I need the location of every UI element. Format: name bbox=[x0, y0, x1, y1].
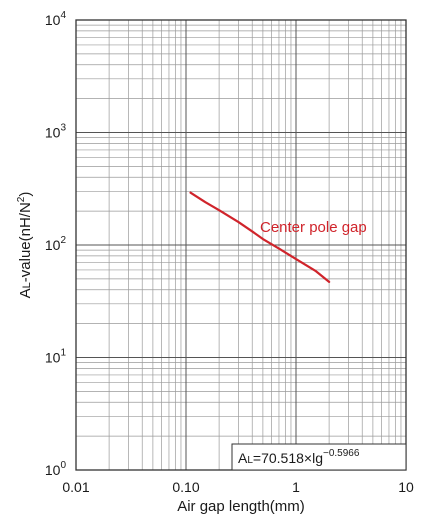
y-axis-label-sup: 2 bbox=[16, 196, 27, 202]
series-line-center-pole-gap bbox=[189, 191, 331, 283]
y-tick-exponent: 2 bbox=[60, 235, 66, 246]
formula-box: AL=70.518×lg−0.5966 bbox=[231, 443, 407, 471]
y-axis-label-close: ) bbox=[17, 192, 34, 197]
formula-box-frame bbox=[231, 443, 407, 471]
y-axis-label-sub: L bbox=[21, 282, 33, 288]
x-tick-label: 0.10 bbox=[172, 479, 199, 495]
y-axis-label-rest: -value(nH/N bbox=[17, 202, 34, 282]
x-tick-label: 0.01 bbox=[62, 479, 89, 495]
formula-sub: L bbox=[247, 455, 253, 466]
y-axis-label: AL-value(nH/N2) bbox=[16, 192, 34, 299]
grid bbox=[76, 20, 406, 470]
y-tick-label: 101 bbox=[45, 348, 67, 366]
formula-main: A bbox=[238, 450, 248, 466]
y-tick-label: 104 bbox=[45, 10, 67, 28]
x-axis-label: Air gap length(mm) bbox=[177, 498, 305, 515]
series-layer bbox=[189, 191, 331, 283]
y-tick-exponent: 3 bbox=[60, 123, 66, 134]
x-tick-label: 1 bbox=[292, 479, 300, 495]
y-tick-label: 103 bbox=[45, 123, 67, 141]
y-tick-base: 10 bbox=[45, 350, 61, 366]
y-tick-exponent: 0 bbox=[60, 460, 66, 471]
y-axis-label-main: A bbox=[17, 288, 34, 298]
y-tick-base: 10 bbox=[45, 237, 61, 253]
formula-rest: =70.518×lg bbox=[253, 450, 323, 466]
y-tick-exponent: 4 bbox=[60, 10, 66, 21]
y-tick-exponent: 1 bbox=[60, 348, 66, 359]
formula-text: AL=70.518×lg−0.5966 bbox=[238, 448, 360, 466]
x-tick-labels: 0.01 0.10 1 10 bbox=[62, 479, 414, 495]
y-tick-base: 10 bbox=[45, 462, 61, 478]
x-tick-label: 10 bbox=[398, 479, 414, 495]
y-tick-label: 102 bbox=[45, 235, 67, 253]
y-tick-label: 100 bbox=[45, 460, 67, 478]
formula-exponent: −0.5966 bbox=[323, 448, 360, 459]
series-label-center-pole-gap: Center pole gap bbox=[260, 219, 367, 236]
y-tick-base: 10 bbox=[45, 12, 61, 28]
y-tick-base: 10 bbox=[45, 125, 61, 141]
